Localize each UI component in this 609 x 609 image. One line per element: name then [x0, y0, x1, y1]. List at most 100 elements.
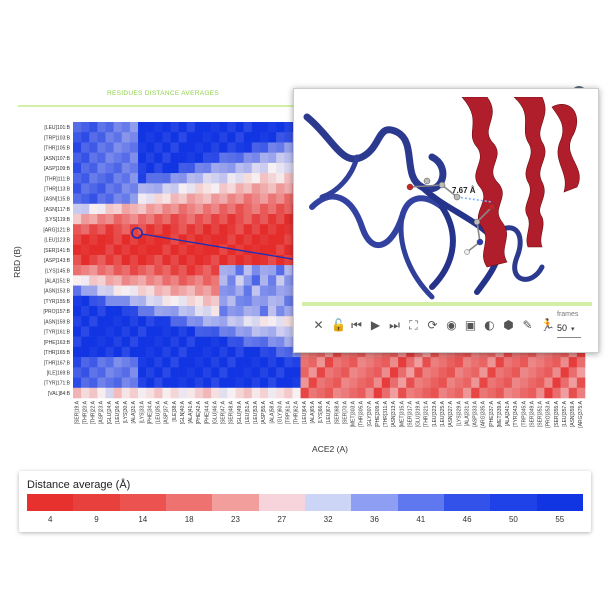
heatmap-cell[interactable] — [406, 367, 415, 378]
heatmap-cell[interactable] — [186, 346, 196, 358]
heatmap-cell[interactable] — [479, 357, 488, 368]
heatmap-cell[interactable] — [219, 316, 228, 327]
heatmap-cell[interactable] — [73, 203, 82, 215]
heatmap-cell[interactable] — [276, 326, 285, 337]
heatmap-cell[interactable] — [316, 387, 326, 399]
heatmap-cell[interactable] — [89, 173, 98, 184]
heatmap-cell[interactable] — [576, 367, 586, 378]
heatmap-cell[interactable] — [170, 367, 179, 378]
heatmap-cell[interactable] — [243, 162, 253, 174]
heatmap-cell[interactable] — [568, 357, 578, 368]
heatmap-cell[interactable] — [536, 387, 545, 399]
heatmap-cell[interactable] — [243, 142, 253, 153]
heatmap-cell[interactable] — [81, 265, 90, 276]
heatmap-cell[interactable] — [81, 173, 90, 184]
heatmap-cell[interactable] — [422, 367, 431, 378]
heatmap-cell[interactable] — [154, 285, 163, 297]
heatmap-cell[interactable] — [422, 377, 431, 389]
heatmap-cell[interactable] — [259, 203, 269, 215]
heatmap-cell[interactable] — [268, 152, 277, 164]
heatmap-cell[interactable] — [129, 306, 139, 317]
heatmap-cell[interactable] — [211, 203, 220, 215]
heatmap-cell[interactable] — [186, 357, 196, 368]
heatmap-cell[interactable] — [300, 377, 309, 389]
heatmap-cell[interactable] — [113, 377, 123, 389]
heatmap-cell[interactable] — [276, 285, 285, 297]
heatmap-cell[interactable] — [170, 254, 179, 266]
heatmap-cell[interactable] — [97, 387, 106, 399]
heatmap-cell[interactable] — [138, 142, 147, 153]
heatmap-cell[interactable] — [227, 132, 236, 143]
heatmap-cell[interactable] — [251, 224, 261, 235]
heatmap-cell[interactable] — [211, 224, 220, 235]
heatmap-cell[interactable] — [519, 377, 529, 389]
heatmap-cell[interactable] — [276, 152, 285, 164]
heatmap-cell[interactable] — [194, 295, 204, 307]
heatmap-cell[interactable] — [203, 316, 212, 327]
heatmap-cell[interactable] — [138, 316, 147, 327]
heatmap-cell[interactable] — [97, 306, 106, 317]
heatmap-cell[interactable] — [121, 162, 131, 174]
heatmap-cell[interactable] — [113, 122, 123, 133]
heatmap-cell[interactable] — [186, 173, 196, 184]
heatmap-cell[interactable] — [113, 387, 123, 399]
heatmap-cell[interactable] — [73, 254, 82, 266]
heatmap-cell[interactable] — [235, 173, 244, 184]
heatmap-cell[interactable] — [227, 387, 236, 399]
heatmap-cell[interactable] — [146, 367, 155, 378]
heatmap-cell[interactable] — [146, 295, 155, 307]
heatmap-cell[interactable] — [97, 183, 106, 194]
heatmap-cell[interactable] — [471, 387, 480, 399]
heatmap-cell[interactable] — [227, 122, 236, 133]
heatmap-cell[interactable] — [162, 193, 171, 205]
heatmap-cell[interactable] — [89, 367, 98, 378]
heatmap-cell[interactable] — [528, 387, 537, 399]
heatmap-cell[interactable] — [138, 285, 147, 297]
heatmap-cell[interactable] — [243, 285, 253, 297]
heatmap-cell[interactable] — [89, 142, 98, 153]
heatmap-cell[interactable] — [73, 306, 82, 317]
heatmap-cell[interactable] — [121, 357, 131, 368]
heatmap-cell[interactable] — [113, 346, 123, 358]
heatmap-cell[interactable] — [454, 387, 464, 399]
heatmap-cell[interactable] — [227, 183, 236, 194]
heatmap-cell[interactable] — [162, 346, 171, 358]
heatmap-cell[interactable] — [97, 285, 106, 297]
heatmap-cell[interactable] — [170, 275, 179, 286]
heatmap-cell[interactable] — [146, 122, 155, 133]
heatmap-cell[interactable] — [251, 193, 261, 205]
heatmap-cell[interactable] — [121, 224, 131, 235]
heatmap-cell[interactable] — [235, 122, 244, 133]
heatmap-cell[interactable] — [89, 377, 98, 389]
heatmap-cell[interactable] — [73, 346, 82, 358]
heatmap-cell[interactable] — [73, 142, 82, 153]
heatmap-cell[interactable] — [138, 173, 147, 184]
heatmap-cell[interactable] — [203, 122, 212, 133]
heatmap-cell[interactable] — [203, 203, 212, 215]
heatmap-cell[interactable] — [284, 387, 293, 399]
heatmap-cell[interactable] — [129, 346, 139, 358]
heatmap-cell[interactable] — [406, 357, 415, 368]
heatmap-cell[interactable] — [438, 367, 448, 378]
heatmap-cell[interactable] — [113, 306, 123, 317]
heatmap-cell[interactable] — [243, 346, 253, 358]
heatmap-cell[interactable] — [105, 367, 114, 378]
heatmap-cell[interactable] — [162, 326, 171, 337]
heatmap-cell[interactable] — [105, 265, 114, 276]
heatmap-cell[interactable] — [219, 132, 228, 143]
heatmap-cell[interactable] — [211, 275, 220, 286]
heatmap-cell[interactable] — [552, 367, 561, 378]
heatmap-cell[interactable] — [276, 193, 285, 205]
heatmap-cell[interactable] — [560, 367, 570, 378]
heatmap-cell[interactable] — [186, 316, 196, 327]
heatmap-cell[interactable] — [235, 214, 244, 225]
heatmap-cell[interactable] — [243, 183, 253, 194]
heatmap-cell[interactable] — [146, 306, 155, 317]
heatmap-cell[interactable] — [178, 122, 188, 133]
molecule-3d-canvas[interactable]: 7.67 Å — [302, 97, 592, 300]
heatmap-cell[interactable] — [284, 336, 293, 348]
heatmap-cell[interactable] — [186, 193, 196, 205]
heatmap-cell[interactable] — [251, 173, 261, 184]
heatmap-cell[interactable] — [162, 285, 171, 297]
heatmap-cell[interactable] — [73, 377, 82, 389]
